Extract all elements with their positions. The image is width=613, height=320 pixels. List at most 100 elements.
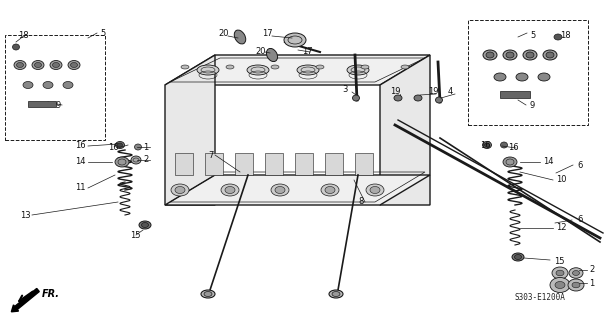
Ellipse shape <box>271 65 279 69</box>
Text: 18: 18 <box>18 30 29 39</box>
Ellipse shape <box>14 60 26 69</box>
Ellipse shape <box>483 50 497 60</box>
Text: 6: 6 <box>577 161 582 170</box>
Ellipse shape <box>139 221 151 229</box>
Ellipse shape <box>550 277 570 292</box>
Text: 15: 15 <box>554 258 565 267</box>
Ellipse shape <box>321 184 339 196</box>
Text: 5: 5 <box>530 30 535 39</box>
Ellipse shape <box>142 222 148 228</box>
Polygon shape <box>380 55 430 205</box>
Text: 2: 2 <box>589 266 594 275</box>
Ellipse shape <box>115 141 124 148</box>
Text: 13: 13 <box>20 211 31 220</box>
Polygon shape <box>165 55 430 85</box>
Text: 17: 17 <box>302 47 313 57</box>
Ellipse shape <box>115 157 129 167</box>
Text: 9: 9 <box>55 100 60 109</box>
Ellipse shape <box>63 82 73 89</box>
Ellipse shape <box>370 187 380 194</box>
Text: 18: 18 <box>560 30 571 39</box>
Text: 3: 3 <box>342 85 348 94</box>
Ellipse shape <box>316 65 324 69</box>
Ellipse shape <box>482 141 492 148</box>
Ellipse shape <box>171 184 189 196</box>
Ellipse shape <box>523 50 537 60</box>
Ellipse shape <box>247 65 269 75</box>
Ellipse shape <box>401 65 409 69</box>
Ellipse shape <box>347 65 369 75</box>
Bar <box>325 153 343 175</box>
Ellipse shape <box>134 144 142 150</box>
Text: 16: 16 <box>508 143 519 153</box>
Text: 19: 19 <box>390 87 400 97</box>
Text: 20: 20 <box>218 29 229 38</box>
Text: 2: 2 <box>143 156 148 164</box>
Ellipse shape <box>226 65 234 69</box>
Ellipse shape <box>435 97 443 103</box>
Ellipse shape <box>267 48 278 61</box>
Text: FR.: FR. <box>42 289 60 299</box>
Ellipse shape <box>506 52 514 58</box>
Text: 12: 12 <box>556 223 566 233</box>
Ellipse shape <box>32 60 44 69</box>
Ellipse shape <box>17 62 23 68</box>
Bar <box>28 101 56 107</box>
Ellipse shape <box>538 73 550 81</box>
Ellipse shape <box>284 33 306 47</box>
Text: 8: 8 <box>358 197 364 206</box>
Bar <box>265 153 283 175</box>
Ellipse shape <box>526 52 534 58</box>
Ellipse shape <box>568 279 584 291</box>
Text: 16: 16 <box>108 143 119 153</box>
Ellipse shape <box>221 184 239 196</box>
Text: 19: 19 <box>428 87 438 97</box>
Ellipse shape <box>352 95 359 101</box>
Ellipse shape <box>197 65 219 75</box>
Ellipse shape <box>34 62 42 68</box>
Ellipse shape <box>23 82 33 89</box>
Ellipse shape <box>573 270 579 276</box>
Ellipse shape <box>366 184 384 196</box>
Ellipse shape <box>175 187 185 194</box>
Ellipse shape <box>201 290 215 298</box>
Ellipse shape <box>500 142 508 148</box>
Bar <box>295 153 313 175</box>
Ellipse shape <box>394 95 402 101</box>
Ellipse shape <box>234 30 246 44</box>
Bar <box>468 20 588 125</box>
Ellipse shape <box>494 73 506 81</box>
Ellipse shape <box>555 282 565 289</box>
Bar <box>205 153 223 175</box>
Text: 6: 6 <box>577 215 582 225</box>
Text: 10: 10 <box>556 175 566 185</box>
Ellipse shape <box>225 187 235 194</box>
Text: S303-E1200A: S303-E1200A <box>514 293 565 302</box>
Ellipse shape <box>12 44 20 50</box>
Ellipse shape <box>484 143 490 147</box>
Bar <box>175 153 193 175</box>
Ellipse shape <box>556 270 564 276</box>
Polygon shape <box>165 55 215 205</box>
Ellipse shape <box>543 50 557 60</box>
Ellipse shape <box>552 267 568 279</box>
Text: 14: 14 <box>543 157 554 166</box>
Ellipse shape <box>204 292 212 297</box>
Ellipse shape <box>118 143 123 147</box>
Polygon shape <box>165 175 430 205</box>
Ellipse shape <box>516 73 528 81</box>
Ellipse shape <box>329 290 343 298</box>
Ellipse shape <box>572 282 580 288</box>
Ellipse shape <box>512 253 524 261</box>
Ellipse shape <box>275 187 285 194</box>
Ellipse shape <box>43 82 53 89</box>
Bar <box>235 153 253 175</box>
Bar <box>500 91 530 98</box>
Text: 17: 17 <box>262 29 273 38</box>
Ellipse shape <box>131 156 141 164</box>
Ellipse shape <box>53 62 59 68</box>
Ellipse shape <box>486 52 494 58</box>
Bar <box>355 153 373 175</box>
Ellipse shape <box>503 157 517 167</box>
Bar <box>5 35 105 140</box>
